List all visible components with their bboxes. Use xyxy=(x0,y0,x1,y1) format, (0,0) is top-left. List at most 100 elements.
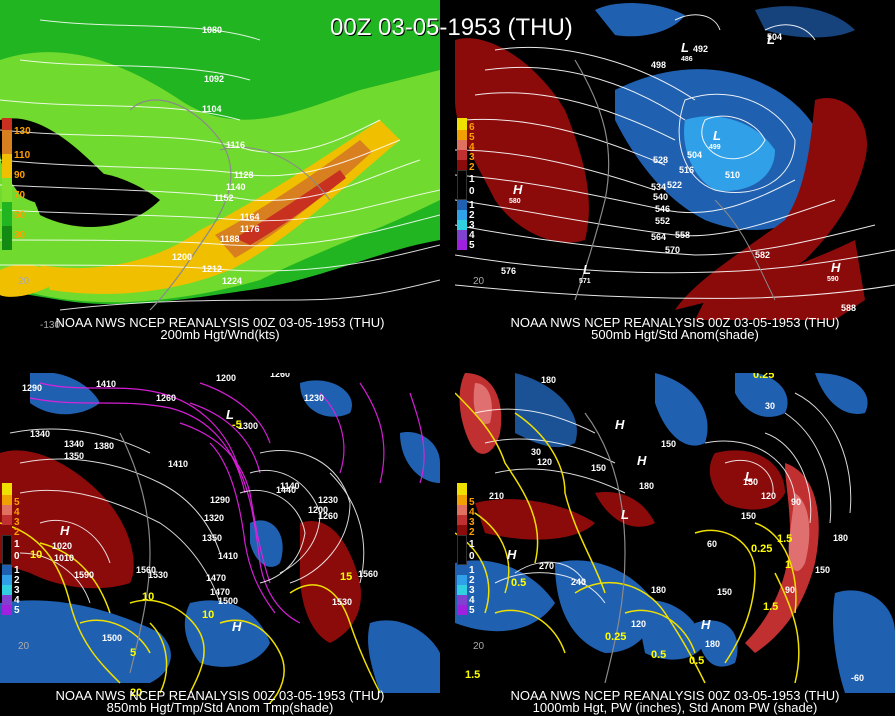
contour-label: 150 xyxy=(591,463,607,473)
contour-label: 1128 xyxy=(234,170,254,180)
panel-field-title: 500mb Hgt/Std Anom(shade) xyxy=(591,327,759,342)
contour-label: 150 xyxy=(717,587,733,597)
low-marker: L xyxy=(713,128,721,143)
contour-label: 1500 xyxy=(102,633,123,643)
temperature-label: 20 xyxy=(130,687,143,699)
legend-label: 4 xyxy=(469,142,475,153)
legend-label: 2 xyxy=(469,162,475,173)
high-value: 580 xyxy=(509,198,521,205)
contour-label: 504 xyxy=(687,150,703,160)
low-marker: L xyxy=(226,407,234,422)
contour-label: 120 xyxy=(761,491,777,501)
pw-label: 1 xyxy=(785,559,792,571)
contour-label: 1410 xyxy=(168,459,189,469)
panel-850mb: 5 4 3 2 1 0 1 2 3 4 5 1290 1340 1410 120… xyxy=(0,373,440,716)
latitude-label: 20 xyxy=(473,641,485,652)
contour-label: 510 xyxy=(725,170,741,180)
contour-label: 1320 xyxy=(204,513,225,523)
contour-label: 1290 xyxy=(22,383,43,393)
low-marker: L xyxy=(681,40,689,55)
panel-field-title: 850mb Hgt/Tmp/Std Anom Tmp(shade) xyxy=(106,700,334,715)
contour-label: 180 xyxy=(705,639,721,649)
contour-label: 498 xyxy=(651,60,667,70)
legend-label: 6 xyxy=(469,122,475,133)
contour-label: 1470 xyxy=(210,587,231,597)
contour-label: 1188 xyxy=(220,234,240,244)
contour-label: 1350 xyxy=(202,533,223,543)
legend-label: 5 xyxy=(469,605,475,616)
contour-label: 1410 xyxy=(96,379,117,389)
contour-label: 1230 xyxy=(318,495,339,505)
longitude-label: -130 xyxy=(40,320,61,331)
low-value: 571 xyxy=(579,278,591,285)
contour-label: 1410 xyxy=(218,551,239,561)
legend-label: 2 xyxy=(14,575,20,586)
pw-label: 0.5 xyxy=(511,577,527,589)
panel-500mb: 6 5 4 3 2 1 0 1 2 3 4 5 492 498 504 504 … xyxy=(455,0,895,343)
contour-label: 1590 xyxy=(74,570,95,580)
contour-label: 1104 xyxy=(202,104,222,114)
contour-label: 1440 xyxy=(276,485,297,495)
pw-label: 1.5 xyxy=(465,669,481,681)
low-value: 499 xyxy=(709,144,721,151)
legend-label: 130 xyxy=(14,126,31,137)
low-marker: L xyxy=(767,32,775,47)
std-anom-legend: 6 5 4 3 2 1 0 1 2 3 4 5 xyxy=(457,118,489,258)
contour-label: 522 xyxy=(667,180,683,190)
panel-field-title: 200mb Hgt/Wnd(kts) xyxy=(160,327,280,342)
legend-label: 4 xyxy=(14,507,20,518)
contour-label: 1530 xyxy=(332,597,353,607)
contour-label: 1080 xyxy=(202,25,223,35)
high-marker: H xyxy=(513,182,523,197)
contour-label: 30 xyxy=(765,401,776,411)
contour-label: 90 xyxy=(791,497,802,507)
temperature-label: 15 xyxy=(340,571,353,583)
legend-label: 4 xyxy=(14,595,20,606)
temperature-label: -5 xyxy=(232,419,242,431)
panel-source-title: NOAA NWS NCEP REANALYSIS 00Z 03-05-1953 … xyxy=(510,688,840,703)
contour-label: 1340 xyxy=(30,429,51,439)
legend-label: 1 xyxy=(469,565,475,576)
high-marker: H xyxy=(637,453,647,468)
contour-label: 90 xyxy=(785,585,796,595)
contour-label: 1530 xyxy=(148,570,169,580)
contour-label: 576 xyxy=(501,266,517,276)
contour-label: 552 xyxy=(655,216,671,226)
contour-label: 528 xyxy=(653,155,669,165)
contour-label: 1200 xyxy=(308,505,329,515)
map-date-title: 00Z 03-05-1953 (THU) xyxy=(330,14,573,41)
temperature-label: 10 xyxy=(202,609,215,621)
std-anom-legend: 5 4 3 2 1 0 1 2 3 4 5 xyxy=(457,483,489,623)
legend-label: 3 xyxy=(14,517,20,528)
contour-label: 150 xyxy=(815,565,831,575)
legend-label: 3 xyxy=(14,585,20,596)
contour-label: 180 xyxy=(833,533,849,543)
pw-label: 0.25 xyxy=(753,373,775,381)
contour-label: 546 xyxy=(655,204,671,214)
legend-label: 0 xyxy=(14,551,20,562)
legend-label: 70 xyxy=(14,190,26,201)
legend-label: 4 xyxy=(469,595,475,606)
contour-label: 582 xyxy=(755,250,771,260)
pw-label: 0.5 xyxy=(651,649,667,661)
contour-label: 1290 xyxy=(210,495,231,505)
contour-label: 1230 xyxy=(304,393,325,403)
contour-label: 1300 xyxy=(238,421,259,431)
contour-label: 570 xyxy=(665,245,681,255)
contour-label: 60 xyxy=(707,539,718,549)
map-200mb xyxy=(0,0,440,343)
legend-label: 2 xyxy=(14,527,20,538)
low-marker: L xyxy=(583,262,591,277)
legend-label: 0 xyxy=(469,551,475,562)
legend-label: 2 xyxy=(469,575,475,586)
map-850mb xyxy=(0,373,440,716)
contour-label: 558 xyxy=(675,230,691,240)
panel-field-title: 1000mb Hgt, PW (inches), Std Anom PW (sh… xyxy=(532,700,818,715)
high-marker: H xyxy=(831,260,841,275)
contour-label: 1010 xyxy=(54,553,75,563)
contour-label: 588 xyxy=(841,303,857,313)
contour-label: 1116 xyxy=(226,140,246,150)
legend-label: 90 xyxy=(14,170,26,181)
contour-label: 1500 xyxy=(218,596,239,606)
legend-label: 110 xyxy=(14,150,31,161)
